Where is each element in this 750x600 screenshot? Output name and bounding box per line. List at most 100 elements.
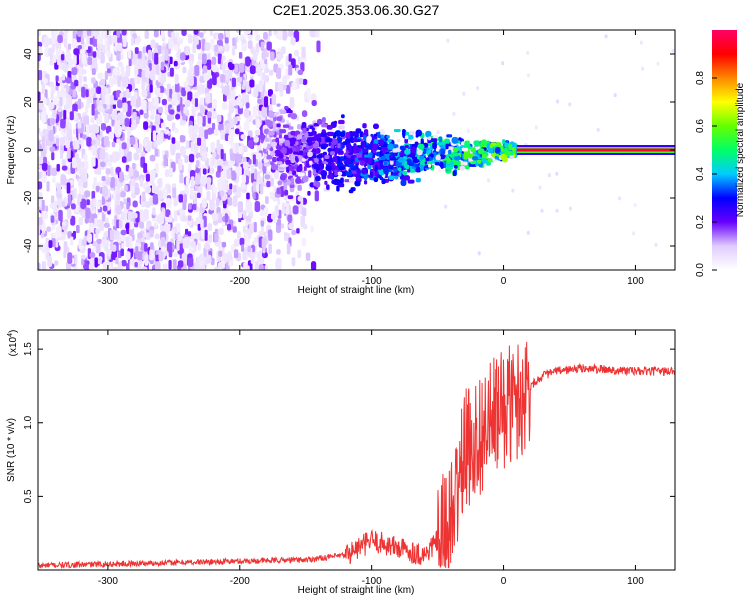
spectrogram-cell — [241, 43, 247, 52]
spectrogram-cell — [241, 174, 247, 184]
spectrogram-cell — [279, 174, 286, 181]
spectrogram-cell — [119, 191, 126, 198]
spectrogram-cell — [218, 227, 224, 236]
spectrogram-cell — [438, 136, 443, 143]
spectrogram-cell — [101, 93, 106, 105]
spectrogram-cell — [116, 192, 121, 201]
spectrogram-cell — [43, 35, 49, 48]
spectrogram-cell — [181, 87, 186, 97]
spectrogram-cell — [201, 38, 206, 51]
spectrogram-cell — [232, 37, 236, 47]
spectrogram-cell — [263, 128, 270, 135]
spectrogram-cell — [461, 147, 469, 152]
spectrogram-cell — [127, 49, 132, 59]
spectrogram-cell — [144, 243, 148, 252]
spectrogram-cell — [534, 125, 538, 130]
spectrogram-cell — [96, 201, 101, 210]
spectrogram-cell — [74, 79, 79, 87]
spectrogram-cell — [369, 152, 373, 159]
spectrogram-cell — [416, 149, 423, 156]
spectrogram-cell — [427, 136, 431, 141]
spectrogram-cell — [316, 154, 323, 159]
spectrogram-cell — [83, 154, 88, 161]
spectrogram-cell — [453, 155, 461, 161]
spectrogram-cell — [392, 148, 398, 153]
spectrogram-cell — [104, 113, 110, 124]
spectrogram-cell — [373, 138, 379, 145]
spectrogram-cell — [247, 34, 253, 40]
colorbar-gradient — [712, 30, 737, 270]
spectrogram-cell — [61, 159, 67, 168]
spectrogram-cell — [184, 86, 191, 92]
spectrogram-cell — [325, 138, 333, 143]
spectrogram-cell — [95, 185, 100, 192]
spectrogram-cell — [337, 171, 343, 176]
spectrogram-cell — [238, 51, 243, 59]
spectrogram-cell — [387, 139, 392, 143]
spectrogram-cell — [296, 165, 303, 172]
spectrogram-cell — [70, 203, 76, 210]
spectrogram-cell — [269, 51, 275, 61]
spectrogram-cell — [253, 221, 257, 233]
spectrogram-cell — [222, 179, 227, 191]
spectrogram-cell — [88, 125, 94, 134]
spectrogram-cell — [404, 138, 409, 144]
spectrogram-cell — [407, 179, 415, 184]
spectrogram-cell — [50, 215, 55, 223]
spectrogram-cell — [125, 236, 130, 248]
spectrogram-cell — [128, 167, 134, 177]
spectrogram-cell — [359, 160, 366, 166]
spectrogram-cell — [345, 131, 351, 139]
spectrogram-cell — [284, 189, 289, 196]
spectrogram-cell — [297, 56, 301, 65]
spectrogram-cell — [63, 251, 67, 258]
spectrogram-cell — [154, 148, 159, 157]
spectrogram-cell — [268, 30, 272, 37]
spectrogram-cell — [225, 30, 230, 39]
spectrogram-cell — [136, 116, 140, 125]
spectrogram-cell — [209, 30, 213, 36]
spectrogram-cell — [201, 53, 207, 65]
spectrogram-cell — [287, 214, 293, 223]
spectrogram-cell — [224, 213, 228, 223]
spectrogram-cell — [91, 103, 95, 116]
spectrogram-cell — [291, 81, 297, 91]
spectrogram-cell — [372, 123, 379, 130]
spectrogram-cell — [388, 175, 395, 180]
spectrogram-cell — [185, 228, 189, 235]
spectrogram-cell — [451, 136, 459, 144]
spectrogram-cell — [250, 253, 255, 264]
spectrogram-cell — [101, 175, 106, 182]
spectrogram-cell — [105, 178, 111, 185]
spectrogram-cell — [174, 74, 179, 85]
spectrogram-cell — [187, 231, 192, 237]
spectrogram-cell — [367, 158, 373, 165]
spectrogram-cell — [276, 145, 284, 151]
spectrogram-cell — [96, 99, 100, 105]
spectrogram-cell — [91, 139, 96, 145]
spectrogram-cell — [234, 116, 238, 125]
spectrogram-cell — [241, 92, 247, 104]
spectrogram-cell — [164, 48, 169, 61]
spectrogram-cell — [130, 184, 135, 194]
spectrogram-cell — [181, 30, 187, 37]
spectrogram-cell — [132, 54, 137, 62]
spectrogram-cell — [117, 42, 123, 52]
spectrogram-cell — [183, 254, 188, 261]
spectrogram-cell — [254, 260, 259, 270]
spectrogram-cell — [218, 45, 224, 52]
spectrogram-cell — [291, 229, 297, 236]
spectrogram-cell — [103, 135, 109, 147]
spectrogram-cell — [191, 192, 195, 200]
spectrogram-cell — [211, 98, 218, 109]
spectrogram-cell — [149, 154, 156, 162]
spectrogram-cell — [338, 166, 346, 170]
spectrogram-cell — [158, 249, 164, 262]
spectrogram-cell — [114, 186, 120, 194]
spectrogram-cell — [104, 70, 108, 80]
spectrogram-cell — [158, 212, 165, 225]
spectrogram-cell — [133, 152, 140, 161]
spectrogram-cell — [263, 140, 269, 149]
spectrogram-cell — [224, 43, 230, 52]
spectrogram-cell — [243, 121, 250, 132]
